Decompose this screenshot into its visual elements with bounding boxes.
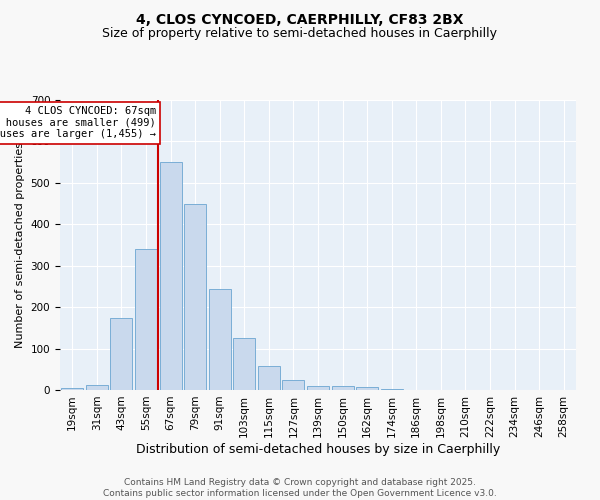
Bar — [380, 389, 403, 390]
Bar — [258, 366, 280, 390]
Bar — [86, 385, 108, 390]
Bar — [160, 162, 182, 390]
Text: 4 CLOS CYNCOED: 67sqm
← 25% of semi-detached houses are smaller (499)
74% of sem: 4 CLOS CYNCOED: 67sqm ← 25% of semi-deta… — [0, 106, 156, 140]
Y-axis label: Number of semi-detached properties: Number of semi-detached properties — [15, 142, 25, 348]
Text: Size of property relative to semi-detached houses in Caerphilly: Size of property relative to semi-detach… — [103, 28, 497, 40]
Bar — [61, 388, 83, 390]
Text: 4, CLOS CYNCOED, CAERPHILLY, CF83 2BX: 4, CLOS CYNCOED, CAERPHILLY, CF83 2BX — [136, 12, 464, 26]
Bar — [283, 380, 304, 390]
Bar — [184, 204, 206, 390]
Text: Contains HM Land Registry data © Crown copyright and database right 2025.
Contai: Contains HM Land Registry data © Crown c… — [103, 478, 497, 498]
Bar — [135, 249, 157, 390]
Bar — [307, 386, 329, 390]
Bar — [233, 338, 256, 390]
X-axis label: Distribution of semi-detached houses by size in Caerphilly: Distribution of semi-detached houses by … — [136, 442, 500, 456]
Bar — [356, 387, 378, 390]
Bar — [332, 386, 353, 390]
Bar — [209, 288, 231, 390]
Bar — [110, 318, 133, 390]
